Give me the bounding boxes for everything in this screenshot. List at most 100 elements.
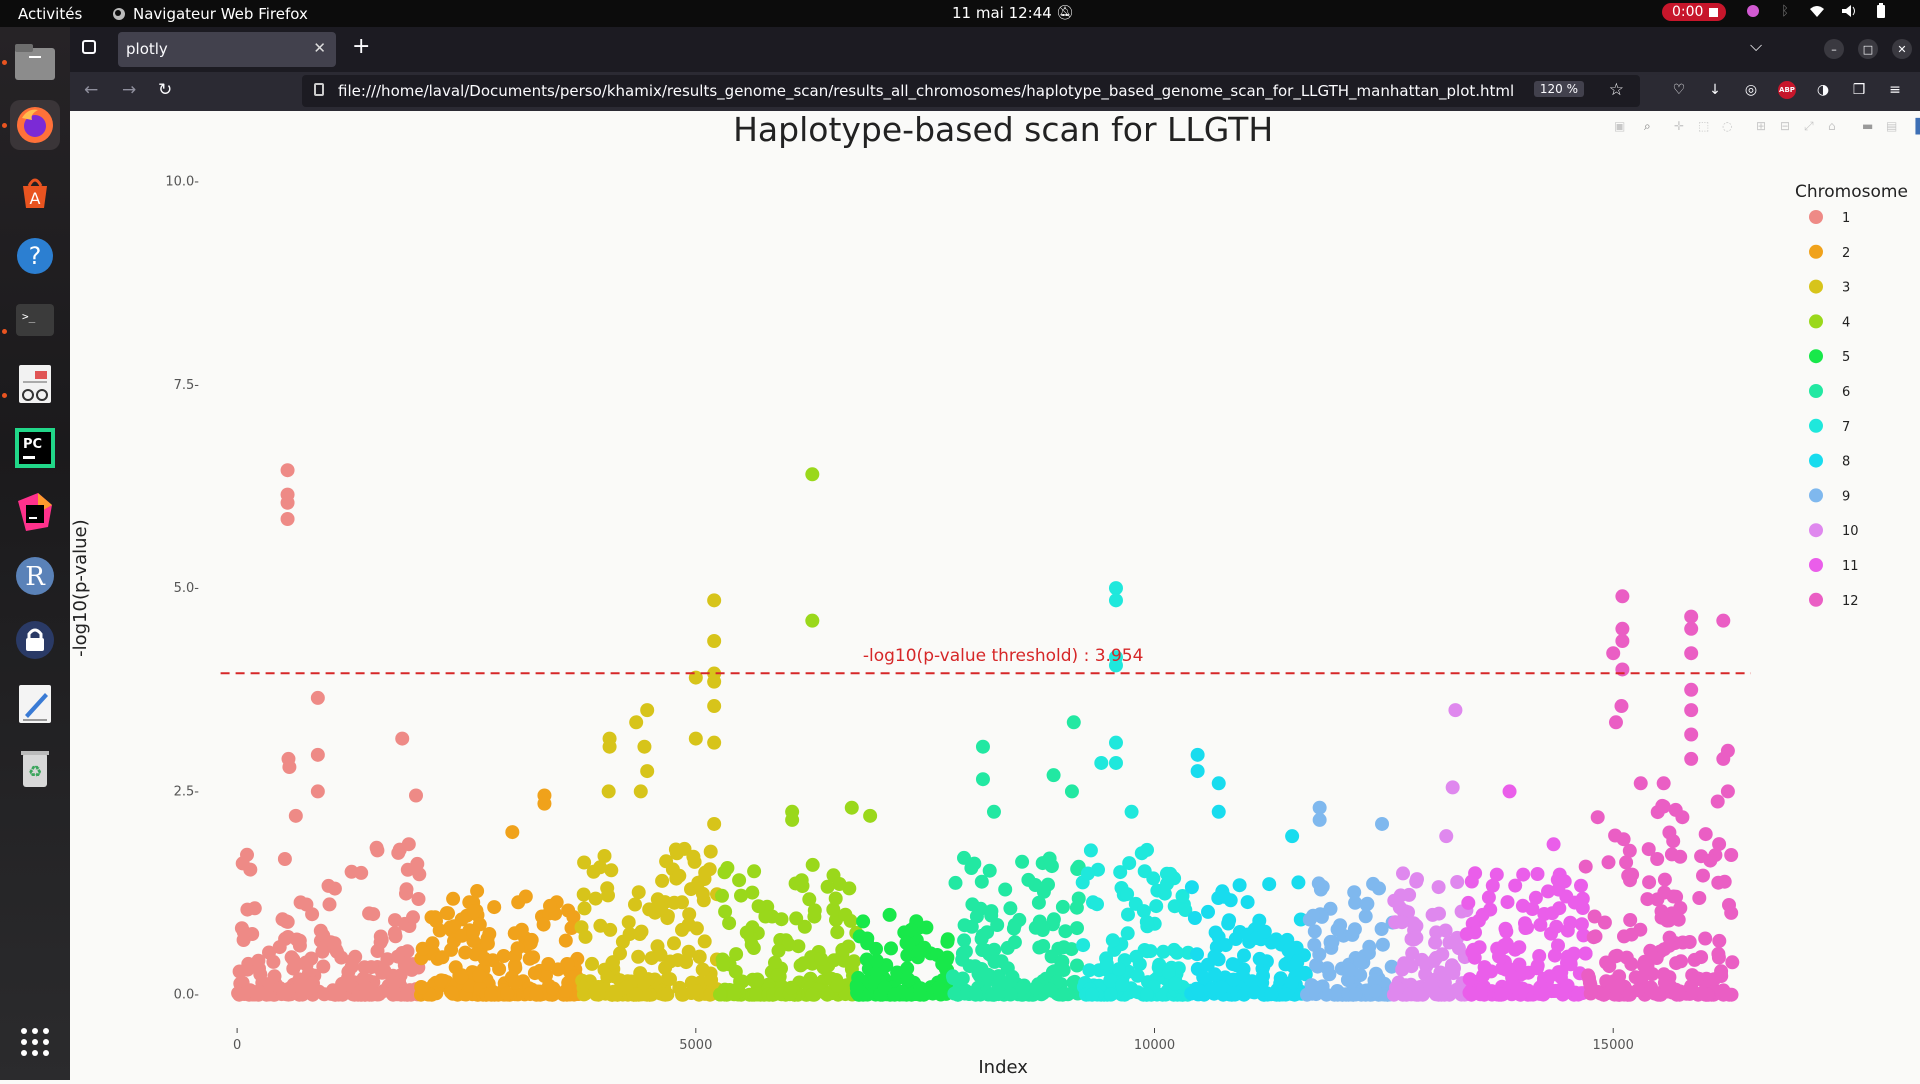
data-point[interactable]: [807, 903, 822, 918]
data-point[interactable]: [1694, 849, 1709, 864]
data-point[interactable]: [636, 976, 651, 991]
firefox-view-icon[interactable]: [82, 40, 96, 54]
data-point[interactable]: [974, 931, 989, 946]
data-point-highlight[interactable]: [1684, 646, 1699, 661]
data-point[interactable]: [1563, 915, 1578, 930]
data-point[interactable]: [1425, 907, 1440, 922]
list-all-tabs-icon[interactable]: ⌵: [1750, 36, 1763, 55]
account-icon[interactable]: ◎: [1744, 82, 1758, 98]
data-point[interactable]: [1698, 931, 1713, 946]
data-point[interactable]: [1518, 916, 1532, 931]
data-point[interactable]: [377, 963, 392, 978]
data-point[interactable]: [820, 879, 835, 894]
data-point[interactable]: [1533, 917, 1548, 932]
data-point[interactable]: [387, 926, 402, 941]
zoom-out-icon[interactable]: ⊟: [1780, 119, 1791, 133]
legend-marker[interactable]: [1809, 488, 1823, 503]
data-point[interactable]: [1468, 866, 1483, 881]
data-point[interactable]: [1396, 866, 1410, 881]
data-point[interactable]: [980, 967, 995, 982]
data-point[interactable]: [1692, 891, 1707, 905]
data-point[interactable]: [1122, 856, 1137, 871]
data-point[interactable]: [1438, 923, 1453, 938]
data-point[interactable]: [586, 864, 601, 879]
data-point-highlight[interactable]: [975, 739, 990, 754]
data-point[interactable]: [316, 959, 331, 974]
data-point[interactable]: [1395, 915, 1409, 930]
data-point[interactable]: [1240, 895, 1255, 910]
data-point[interactable]: [330, 944, 344, 959]
data-point[interactable]: [1120, 887, 1135, 902]
data-point[interactable]: [313, 923, 328, 938]
data-point-highlight[interactable]: [1375, 816, 1390, 831]
data-point[interactable]: [1192, 983, 1206, 998]
data-point[interactable]: [322, 897, 337, 912]
data-point-highlight[interactable]: [1684, 621, 1699, 636]
data-point[interactable]: [536, 917, 551, 932]
data-point[interactable]: [1450, 875, 1465, 889]
data-point[interactable]: [667, 936, 681, 951]
data-point[interactable]: [717, 865, 732, 880]
data-point[interactable]: [1660, 913, 1675, 928]
data-point[interactable]: [957, 850, 971, 865]
data-point-highlight[interactable]: [280, 495, 295, 510]
data-point[interactable]: [1666, 834, 1681, 849]
trash-icon[interactable]: ♻: [10, 743, 60, 793]
manhattan-plot[interactable]: Haplotype-based scan for LLGTH Index -log1…: [70, 110, 1920, 1080]
data-point[interactable]: [1129, 949, 1144, 964]
data-point[interactable]: [1415, 952, 1429, 967]
data-point[interactable]: [1104, 987, 1118, 1002]
data-point[interactable]: [1085, 987, 1100, 1002]
data-point[interactable]: [1409, 930, 1424, 945]
data-point[interactable]: [1262, 877, 1277, 892]
data-point-highlight[interactable]: [629, 715, 644, 730]
legend-marker[interactable]: [1809, 523, 1823, 538]
data-point[interactable]: [518, 889, 533, 904]
data-point[interactable]: [1207, 949, 1222, 964]
data-point[interactable]: [1608, 828, 1623, 843]
data-point[interactable]: [1347, 885, 1362, 900]
data-point[interactable]: [1631, 983, 1645, 998]
data-point[interactable]: [828, 891, 843, 906]
data-point[interactable]: [1528, 890, 1543, 905]
data-point[interactable]: [1032, 940, 1047, 955]
data-point[interactable]: [1673, 901, 1688, 915]
data-point[interactable]: [628, 897, 642, 912]
legend-label[interactable]: 1: [1842, 211, 1850, 226]
minimize-icon[interactable]: –: [1824, 39, 1844, 59]
text-editor-icon[interactable]: [10, 679, 60, 729]
data-point[interactable]: [358, 979, 373, 994]
data-point[interactable]: [654, 901, 668, 916]
data-point[interactable]: [1597, 915, 1612, 930]
data-point[interactable]: [1530, 867, 1545, 881]
data-point[interactable]: [1115, 977, 1130, 992]
data-point[interactable]: [434, 973, 449, 988]
data-point[interactable]: [668, 842, 683, 857]
data-point[interactable]: [480, 936, 495, 951]
close-window-icon[interactable]: ✕: [1892, 39, 1912, 59]
data-point[interactable]: [1298, 967, 1313, 982]
data-point-highlight[interactable]: [395, 731, 410, 746]
data-point[interactable]: [1291, 875, 1306, 890]
app-menu[interactable]: Navigateur Web Firefox: [112, 5, 308, 23]
data-point[interactable]: [1237, 948, 1251, 963]
data-point-highlight[interactable]: [640, 764, 655, 779]
data-point[interactable]: [1393, 888, 1408, 903]
data-point[interactable]: [830, 925, 845, 940]
data-point[interactable]: [1578, 859, 1593, 874]
data-point[interactable]: [558, 933, 573, 948]
data-point[interactable]: [1473, 987, 1488, 1002]
data-point[interactable]: [588, 984, 603, 999]
extensions-icon[interactable]: ❒: [1852, 82, 1866, 98]
data-point[interactable]: [1712, 933, 1727, 948]
data-point[interactable]: [667, 895, 682, 910]
data-point[interactable]: [1682, 935, 1697, 949]
data-point[interactable]: [1390, 981, 1405, 996]
data-point[interactable]: [1156, 944, 1171, 959]
data-point-highlight[interactable]: [1716, 613, 1731, 628]
autoscale-icon[interactable]: ⤢: [1804, 119, 1814, 133]
data-point[interactable]: [1724, 987, 1739, 1002]
data-point[interactable]: [682, 907, 697, 922]
data-point[interactable]: [578, 929, 593, 944]
data-point[interactable]: [1103, 973, 1118, 988]
